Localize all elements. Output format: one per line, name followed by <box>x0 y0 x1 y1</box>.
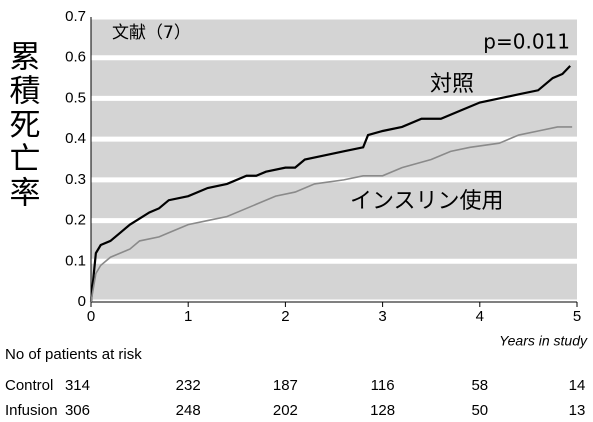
table-cell: 128 <box>370 402 395 419</box>
y-tick-label: 0.4 <box>65 130 86 147</box>
x-tick-label: 0 <box>87 308 95 325</box>
annotation: インスリン使用 <box>350 189 504 214</box>
y-tick-label: 0.2 <box>65 212 86 229</box>
x-tick-label: 2 <box>281 308 289 325</box>
x-axis-label: Years in study <box>499 333 588 349</box>
y-tick-label: 0.6 <box>65 49 86 66</box>
y-tick-label: 0.3 <box>65 171 86 188</box>
x-tick-label: 5 <box>573 308 581 325</box>
annotation: 文献（7） <box>112 23 191 43</box>
series-line <box>90 126 573 303</box>
table-title: No of patients at risk <box>5 346 142 363</box>
annotation: p=0.011 <box>483 30 570 54</box>
row-label: Infusion <box>5 402 58 419</box>
row-label: Control <box>5 377 53 394</box>
y-tick-label: 0.7 <box>65 8 86 25</box>
table-cell: 202 <box>273 402 298 419</box>
table-cell: 248 <box>176 402 201 419</box>
table-cell: 14 <box>569 377 586 394</box>
table-cell: 232 <box>176 377 201 394</box>
table-cell: 187 <box>273 377 298 394</box>
table-cell: 314 <box>65 377 90 394</box>
y-axis-label: 累積死亡率 <box>4 40 41 210</box>
y-tick-label: 0.5 <box>65 89 86 106</box>
annotation: 対照 <box>430 72 474 97</box>
x-tick-label: 4 <box>476 308 484 325</box>
table-cell: 58 <box>471 377 488 394</box>
x-tick-label: 1 <box>184 308 192 325</box>
x-tick-label: 3 <box>378 308 386 325</box>
y-tick-label: 0.1 <box>65 252 86 269</box>
series-line <box>89 65 571 303</box>
y-tick-label: 0 <box>78 293 86 310</box>
table-cell: 50 <box>471 402 488 419</box>
table-cell: 116 <box>371 377 395 394</box>
plot-background <box>91 17 577 302</box>
table-cell: 13 <box>569 402 586 419</box>
table-cell: 306 <box>65 402 90 419</box>
